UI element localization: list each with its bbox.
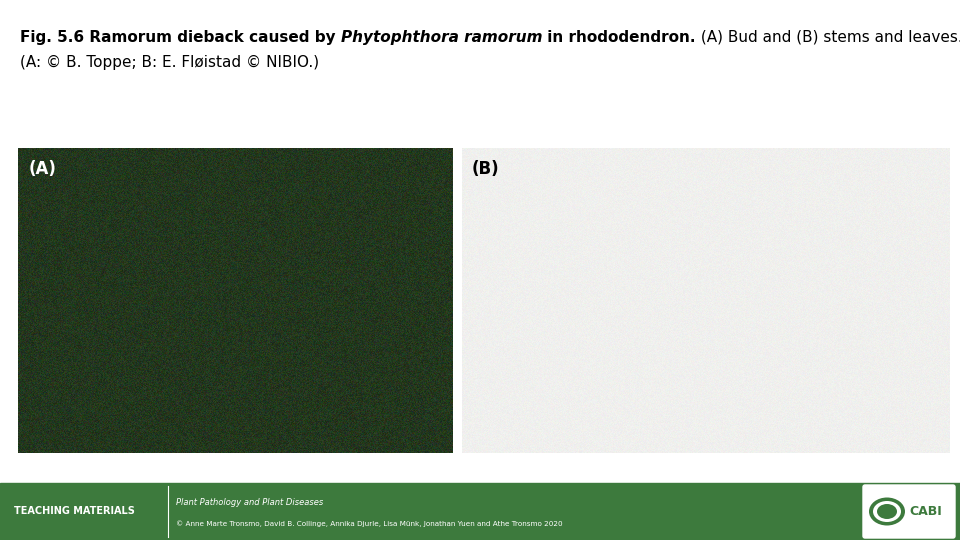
- Text: Fig. 5.6 Ramorum dieback caused by: Fig. 5.6 Ramorum dieback caused by: [20, 30, 341, 45]
- Text: TEACHING MATERIALS: TEACHING MATERIALS: [14, 507, 134, 516]
- Text: (A) Bud and (B) stems and leaves.: (A) Bud and (B) stems and leaves.: [696, 30, 960, 45]
- Ellipse shape: [873, 501, 901, 522]
- Text: Plant Pathology and Plant Diseases: Plant Pathology and Plant Diseases: [176, 498, 324, 508]
- Ellipse shape: [877, 504, 897, 519]
- Ellipse shape: [869, 497, 905, 525]
- Bar: [0, 483, 960, 540]
- Text: CABI: CABI: [909, 505, 942, 518]
- Text: © Anne Marte Tronsmo, David B. Collinge, Annika Djurle, Lisa Münk, Jonathan Yuen: © Anne Marte Tronsmo, David B. Collinge,…: [176, 521, 563, 528]
- Text: Phytophthora ramorum: Phytophthora ramorum: [341, 30, 542, 45]
- Text: (B): (B): [471, 160, 499, 178]
- Text: (A): (A): [29, 160, 57, 178]
- FancyBboxPatch shape: [863, 485, 955, 538]
- Text: (A: © B. Toppe; B: E. Fløistad © NIBIO.): (A: © B. Toppe; B: E. Fløistad © NIBIO.): [20, 55, 319, 70]
- Text: in rhododendron.: in rhododendron.: [542, 30, 696, 45]
